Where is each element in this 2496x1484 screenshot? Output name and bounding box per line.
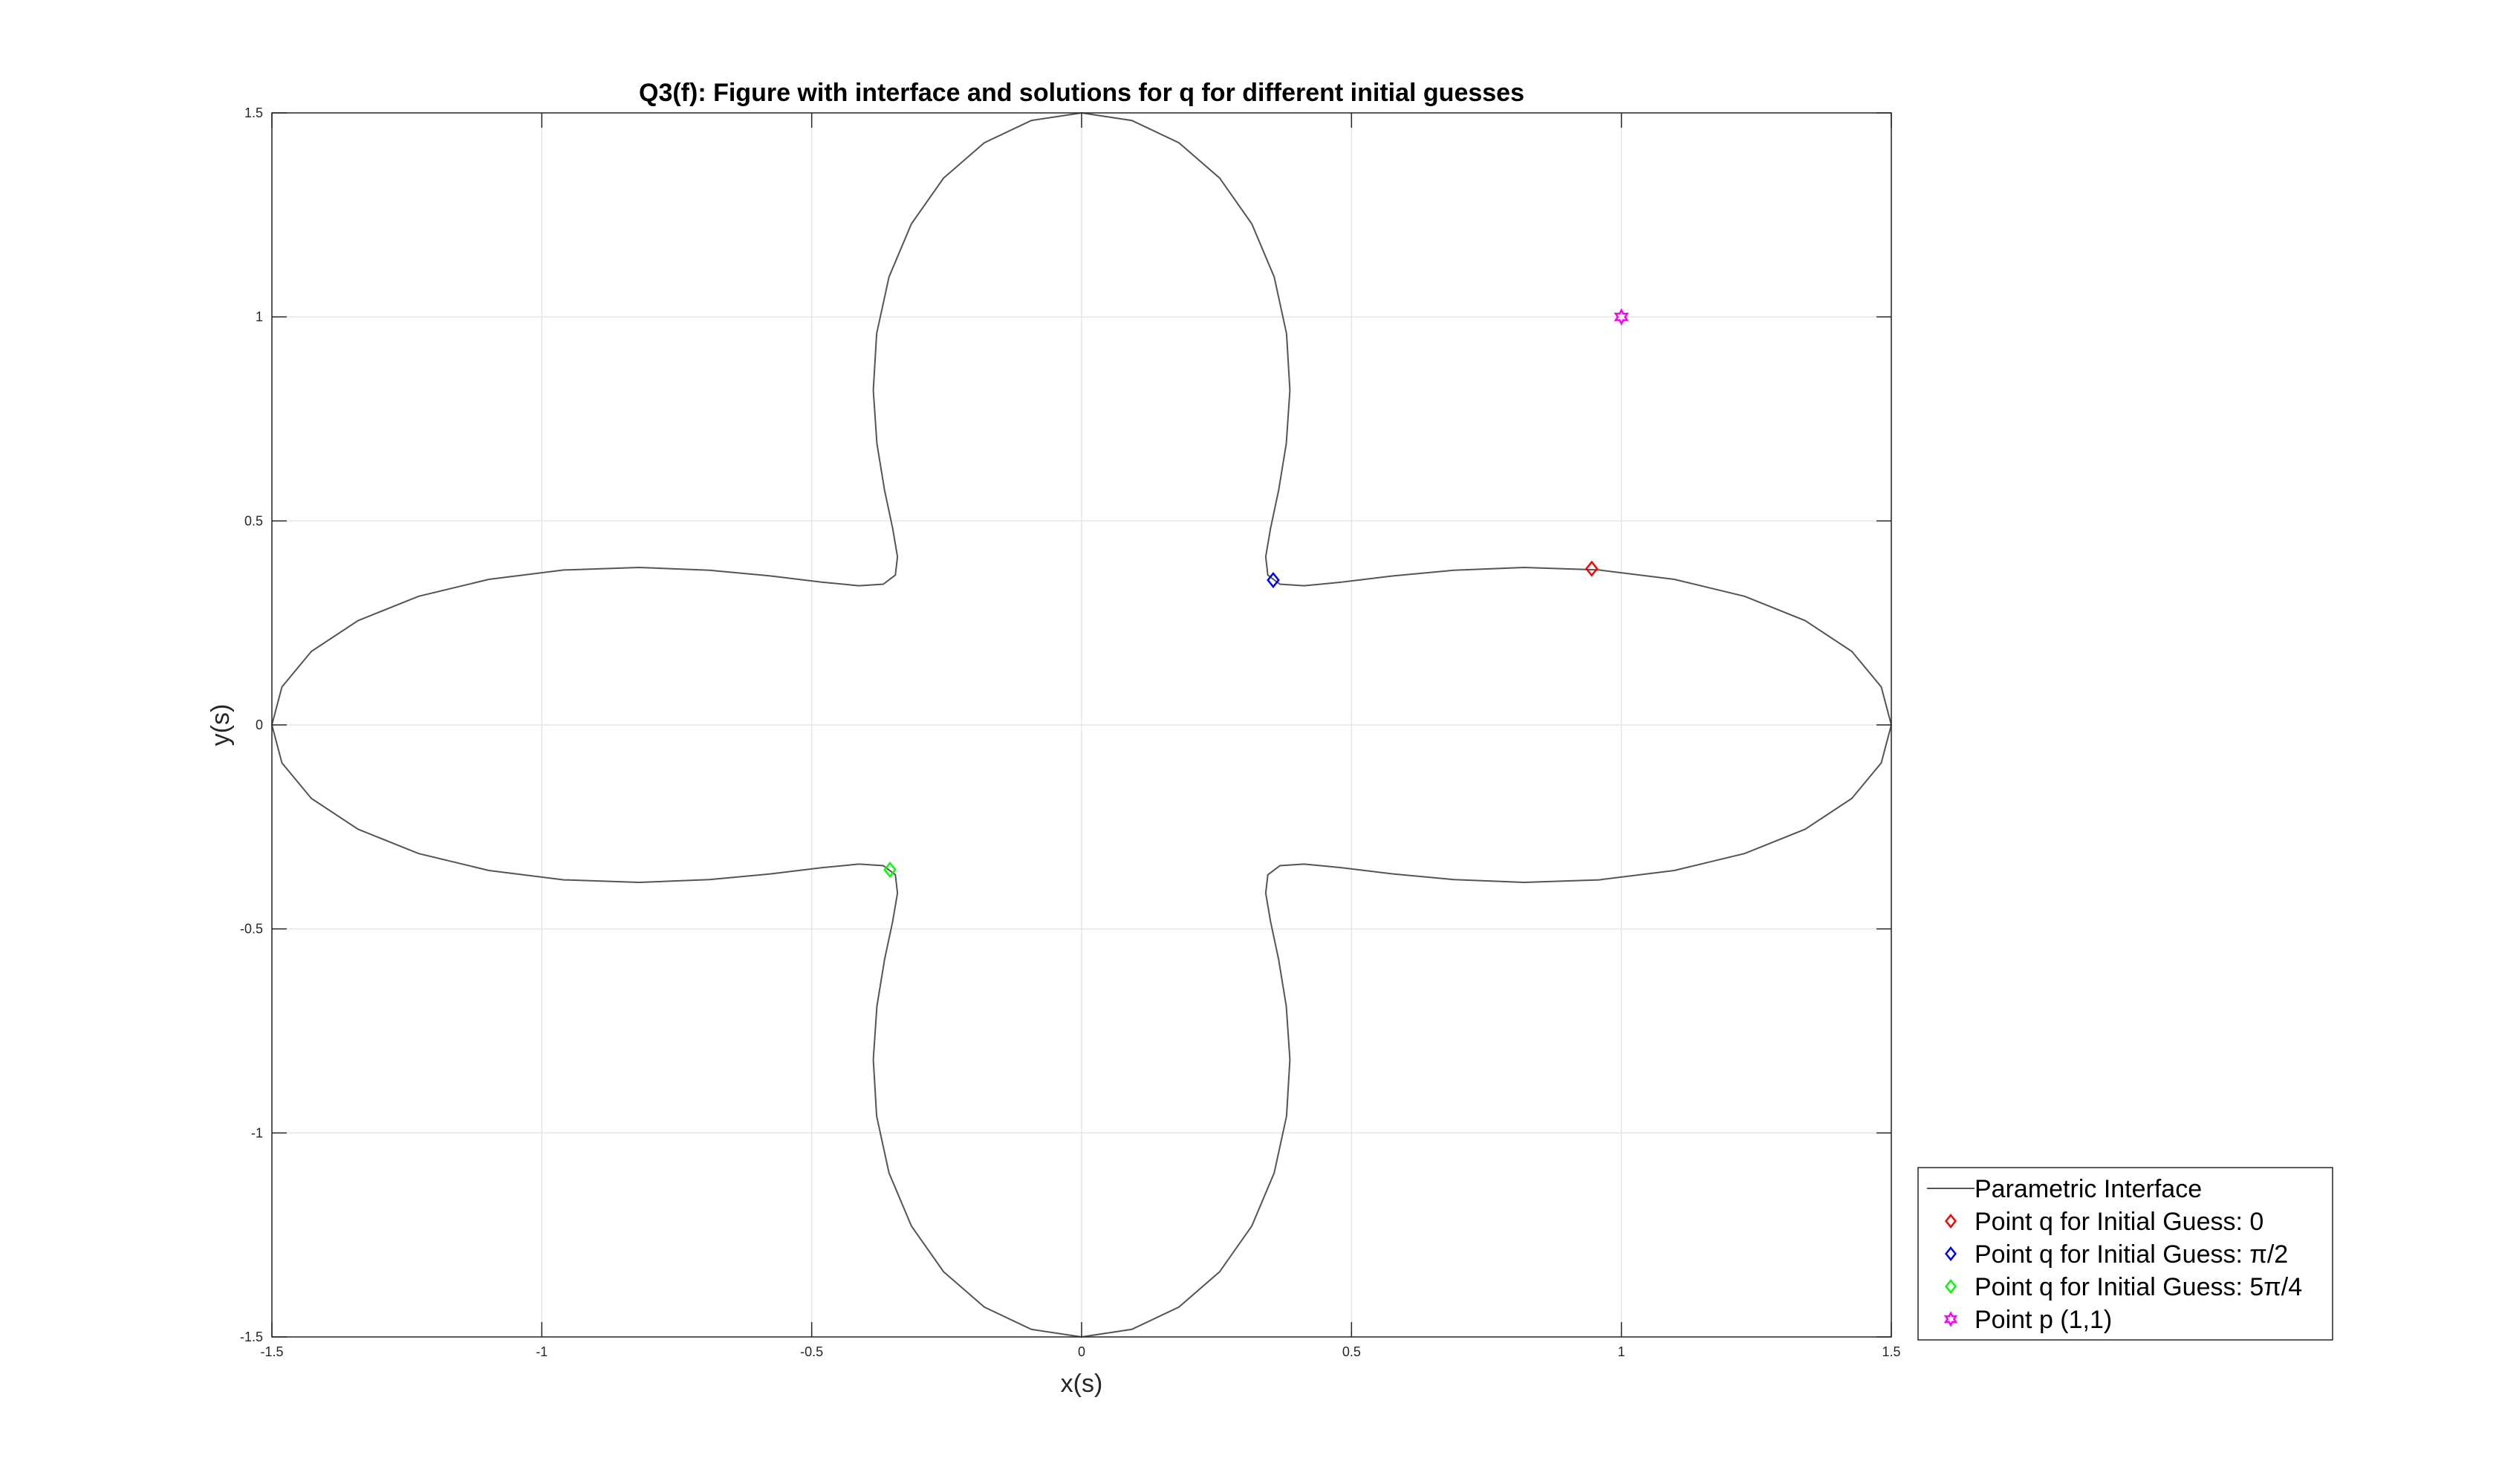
legend-marker-swatch xyxy=(1943,1311,1958,1327)
plot-area: -1.5 -1 -0.5 0 0.5 1 1.5 -1.5 -1 -0.5 0 0.5 1 1.5 xyxy=(240,105,1901,1359)
x-tick-label: 0.5 xyxy=(1342,1344,1361,1359)
x-tick-label: -1 xyxy=(536,1344,547,1359)
legend-item: Point q for Initial Guess: 0 xyxy=(1944,1208,2263,1236)
y-tick-label: 1.5 xyxy=(244,105,263,120)
x-axis-label: x(s) xyxy=(1061,1370,1103,1398)
y-tick-label: 0 xyxy=(256,717,263,732)
q-point-guess-0-marker xyxy=(1585,560,1599,577)
legend-marker-swatch xyxy=(1944,1213,1957,1229)
markers xyxy=(883,307,1629,879)
y-tick-label: 1 xyxy=(256,310,263,325)
legend-label: Point q for Initial Guess: 0 xyxy=(1975,1208,2263,1236)
q-point-guess-5pi-4-marker xyxy=(883,862,897,879)
legend-label: Parametric Interface xyxy=(1975,1175,2202,1203)
legend-marker-swatch xyxy=(1944,1246,1957,1262)
legend-item: Point q for Initial Guess: π/2 xyxy=(1944,1240,2288,1269)
q-point-guess-pi-2-marker xyxy=(1267,571,1280,588)
y-tick-label: -1 xyxy=(251,1125,263,1140)
legend-item: Parametric Interface xyxy=(1927,1175,2202,1203)
legend-item: Point p (1,1) xyxy=(1943,1306,2112,1334)
x-tick-label: 1.5 xyxy=(1882,1344,1900,1359)
legend-label: Point q for Initial Guess: π/2 xyxy=(1975,1240,2288,1269)
y-tick-label: -0.5 xyxy=(240,922,263,937)
x-tick-label: 0 xyxy=(1078,1344,1085,1359)
x-tick-label: 1 xyxy=(1618,1344,1625,1359)
x-tick-label: -1.5 xyxy=(260,1344,283,1359)
y-tick-label: -1.5 xyxy=(240,1330,263,1344)
legend-marker-swatch xyxy=(1944,1278,1957,1295)
legend-label: Point q for Initial Guess: 5π/4 xyxy=(1975,1273,2302,1301)
y-axis-label: y(s) xyxy=(207,704,235,746)
legend-box xyxy=(1917,1167,2333,1341)
chart-title: Q3(f): Figure with interface and solutio… xyxy=(639,79,1524,107)
legend-item: Point q for Initial Guess: 5π/4 xyxy=(1944,1273,2302,1301)
legend-label: Point p (1,1) xyxy=(1975,1306,2112,1334)
legend: Parametric Interface Point q for Initial … xyxy=(1917,1167,2333,1341)
axis-ticks: -1.5 -1 -0.5 0 0.5 1 1.5 -1.5 -1 -0.5 0 0.5 1 1.5 xyxy=(240,105,1901,1359)
y-tick-label: 0.5 xyxy=(244,513,263,528)
x-tick-label: -0.5 xyxy=(800,1344,823,1359)
p-point-marker xyxy=(1613,307,1629,326)
